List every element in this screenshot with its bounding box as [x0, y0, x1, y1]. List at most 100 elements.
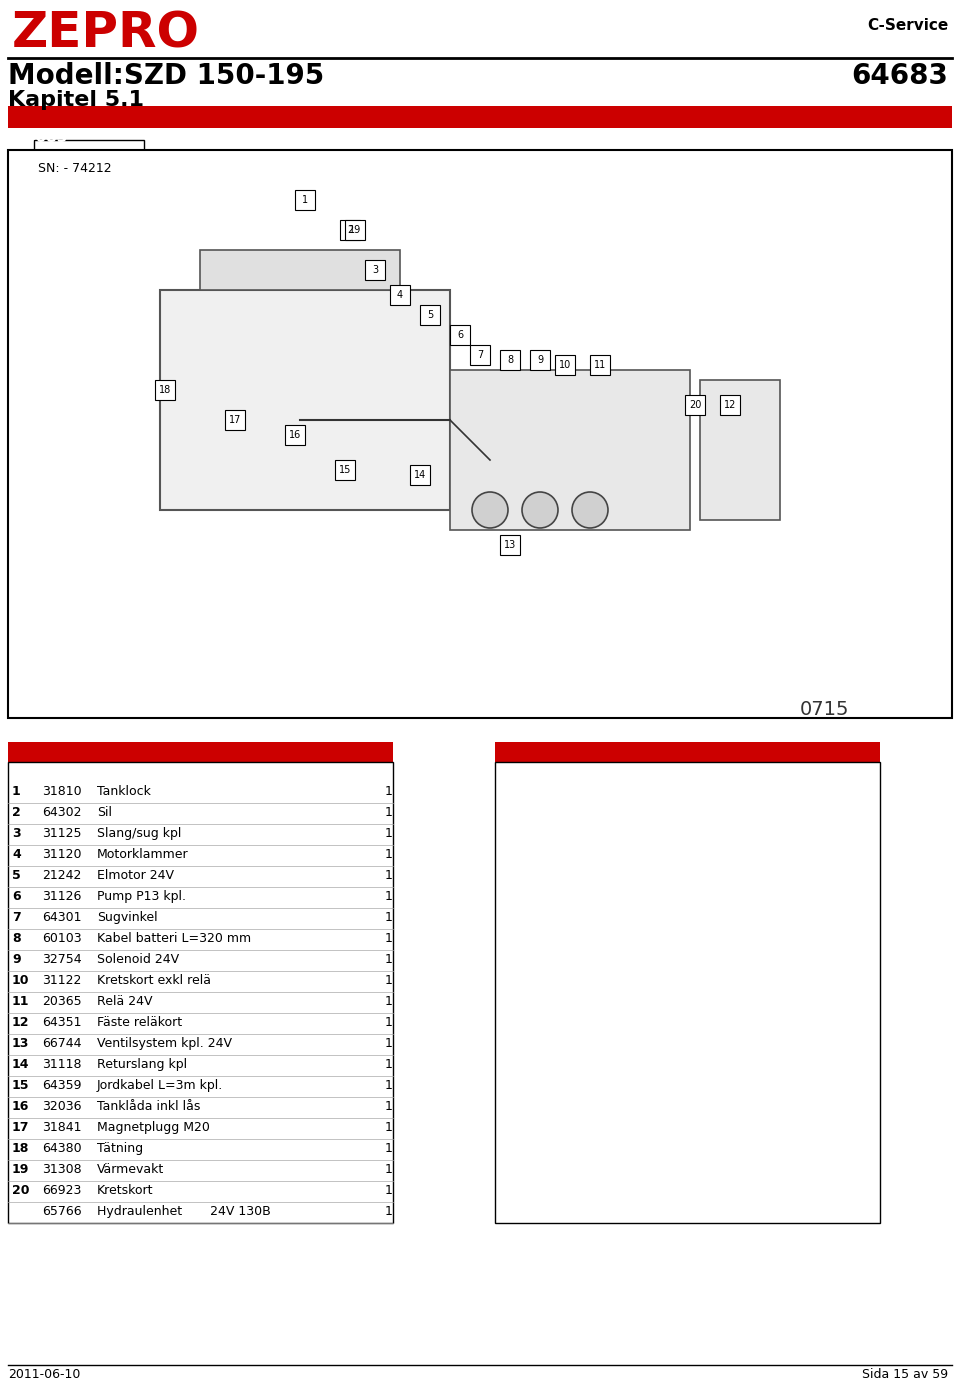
- Text: 64359: 64359: [42, 1079, 82, 1093]
- Text: Motorklammer: Motorklammer: [97, 848, 188, 862]
- Text: 0715: 0715: [800, 700, 850, 719]
- Text: 16: 16: [289, 430, 301, 440]
- Text: Relä 24V: Relä 24V: [97, 994, 153, 1008]
- Text: 13: 13: [12, 1037, 30, 1050]
- FancyBboxPatch shape: [470, 344, 490, 365]
- Text: 5: 5: [427, 310, 433, 319]
- Text: 1: 1: [12, 786, 21, 798]
- FancyBboxPatch shape: [450, 325, 470, 344]
- Text: 1: 1: [385, 1079, 393, 1093]
- FancyBboxPatch shape: [335, 461, 355, 480]
- Text: Kretskort exkl relä: Kretskort exkl relä: [97, 974, 211, 987]
- FancyBboxPatch shape: [720, 396, 740, 415]
- Text: 5: 5: [12, 869, 21, 882]
- Text: 7: 7: [12, 911, 21, 924]
- Text: 2: 2: [12, 806, 21, 819]
- Text: 1: 1: [302, 195, 308, 205]
- Text: 1: 1: [385, 1205, 393, 1218]
- Text: 6: 6: [457, 331, 463, 340]
- FancyBboxPatch shape: [225, 409, 245, 430]
- Text: 20: 20: [12, 1184, 30, 1198]
- Text: 66923: 66923: [42, 1184, 82, 1198]
- Text: Antal: Antal: [841, 763, 880, 777]
- Text: 6: 6: [12, 891, 20, 903]
- FancyBboxPatch shape: [365, 260, 385, 279]
- Text: 31841: 31841: [42, 1122, 82, 1134]
- Text: 31810: 31810: [42, 786, 82, 798]
- Text: Magnetplugg M20: Magnetplugg M20: [97, 1122, 210, 1134]
- Bar: [160, 290, 450, 510]
- Text: 31308: 31308: [42, 1163, 82, 1176]
- Text: 1: 1: [385, 911, 393, 924]
- Text: 10: 10: [12, 974, 30, 987]
- Bar: [495, 743, 880, 762]
- FancyBboxPatch shape: [285, 425, 305, 445]
- Text: Värmevakt: Värmevakt: [97, 1163, 164, 1176]
- Text: 19: 19: [12, 1163, 30, 1176]
- Text: 1: 1: [385, 932, 393, 945]
- Text: 15: 15: [12, 1079, 30, 1093]
- Text: 8: 8: [12, 932, 20, 945]
- Text: 1: 1: [385, 1122, 393, 1134]
- Bar: [495, 762, 880, 1223]
- Text: 11: 11: [12, 994, 30, 1008]
- Text: Hydraulenhet       24V 130B: Hydraulenhet 24V 130B: [97, 1205, 271, 1218]
- Text: 1: 1: [385, 994, 393, 1008]
- FancyBboxPatch shape: [420, 306, 440, 325]
- Text: 64683 -: 64683 -: [14, 130, 79, 145]
- Text: 1: 1: [385, 786, 393, 798]
- Text: Pump P13 kpl.: Pump P13 kpl.: [97, 891, 186, 903]
- FancyBboxPatch shape: [340, 220, 360, 241]
- FancyBboxPatch shape: [555, 355, 575, 375]
- Text: 3: 3: [12, 827, 20, 839]
- Text: 2: 2: [347, 225, 353, 235]
- Text: Pos: Pos: [499, 763, 526, 777]
- Text: Elmotor 24V: Elmotor 24V: [97, 869, 174, 882]
- Text: 64302: 64302: [42, 806, 82, 819]
- Text: 1: 1: [385, 1037, 393, 1050]
- Text: 9: 9: [537, 355, 543, 365]
- Text: 8: 8: [507, 355, 513, 365]
- Text: 31125: 31125: [42, 827, 82, 839]
- Circle shape: [472, 492, 508, 528]
- Text: 1: 1: [385, 1017, 393, 1029]
- Circle shape: [522, 492, 558, 528]
- Text: 3: 3: [372, 266, 378, 275]
- Text: 1: 1: [385, 974, 393, 987]
- Text: 19: 19: [348, 225, 361, 235]
- Text: 1: 1: [385, 869, 393, 882]
- Text: 1: 1: [385, 891, 393, 903]
- Text: 14: 14: [12, 1058, 30, 1070]
- Text: 64380: 64380: [42, 1142, 82, 1155]
- Text: Modell:SZD 150-195: Modell:SZD 150-195: [8, 62, 324, 90]
- Text: Tanklåda inkl lås: Tanklåda inkl lås: [97, 1099, 201, 1113]
- Text: 1: 1: [385, 806, 393, 819]
- Text: 18: 18: [12, 1142, 30, 1155]
- Text: 4: 4: [12, 848, 21, 862]
- FancyBboxPatch shape: [530, 350, 550, 371]
- Bar: [8, 762, 393, 1223]
- Circle shape: [572, 492, 608, 528]
- Text: Returslang kpl: Returslang kpl: [97, 1058, 187, 1070]
- Bar: [8, 743, 393, 762]
- Text: Kabel batteri L=320 mm: Kabel batteri L=320 mm: [97, 932, 252, 945]
- Text: Ventilsystem kpl. 24V: Ventilsystem kpl. 24V: [97, 1037, 232, 1050]
- FancyBboxPatch shape: [500, 535, 520, 555]
- Text: 13: 13: [504, 539, 516, 550]
- Text: 17: 17: [228, 415, 241, 425]
- Text: 1: 1: [385, 1058, 393, 1070]
- FancyBboxPatch shape: [155, 380, 175, 400]
- Text: 9: 9: [12, 953, 20, 965]
- Text: Tätning: Tätning: [97, 1142, 143, 1155]
- Text: ZEPRO: ZEPRO: [12, 10, 200, 58]
- Text: 60103: 60103: [42, 932, 82, 945]
- Text: 1: 1: [385, 953, 393, 965]
- Text: Fäste reläkort: Fäste reläkort: [97, 1017, 182, 1029]
- Text: Solenoid 24V: Solenoid 24V: [97, 953, 180, 965]
- Text: 1: 1: [385, 827, 393, 839]
- Text: 2011-06-10: 2011-06-10: [8, 1368, 81, 1382]
- Text: Sida 15 av 59: Sida 15 av 59: [862, 1368, 948, 1382]
- Bar: [700, 380, 780, 520]
- Text: 20365: 20365: [42, 994, 82, 1008]
- Text: 4: 4: [396, 290, 403, 300]
